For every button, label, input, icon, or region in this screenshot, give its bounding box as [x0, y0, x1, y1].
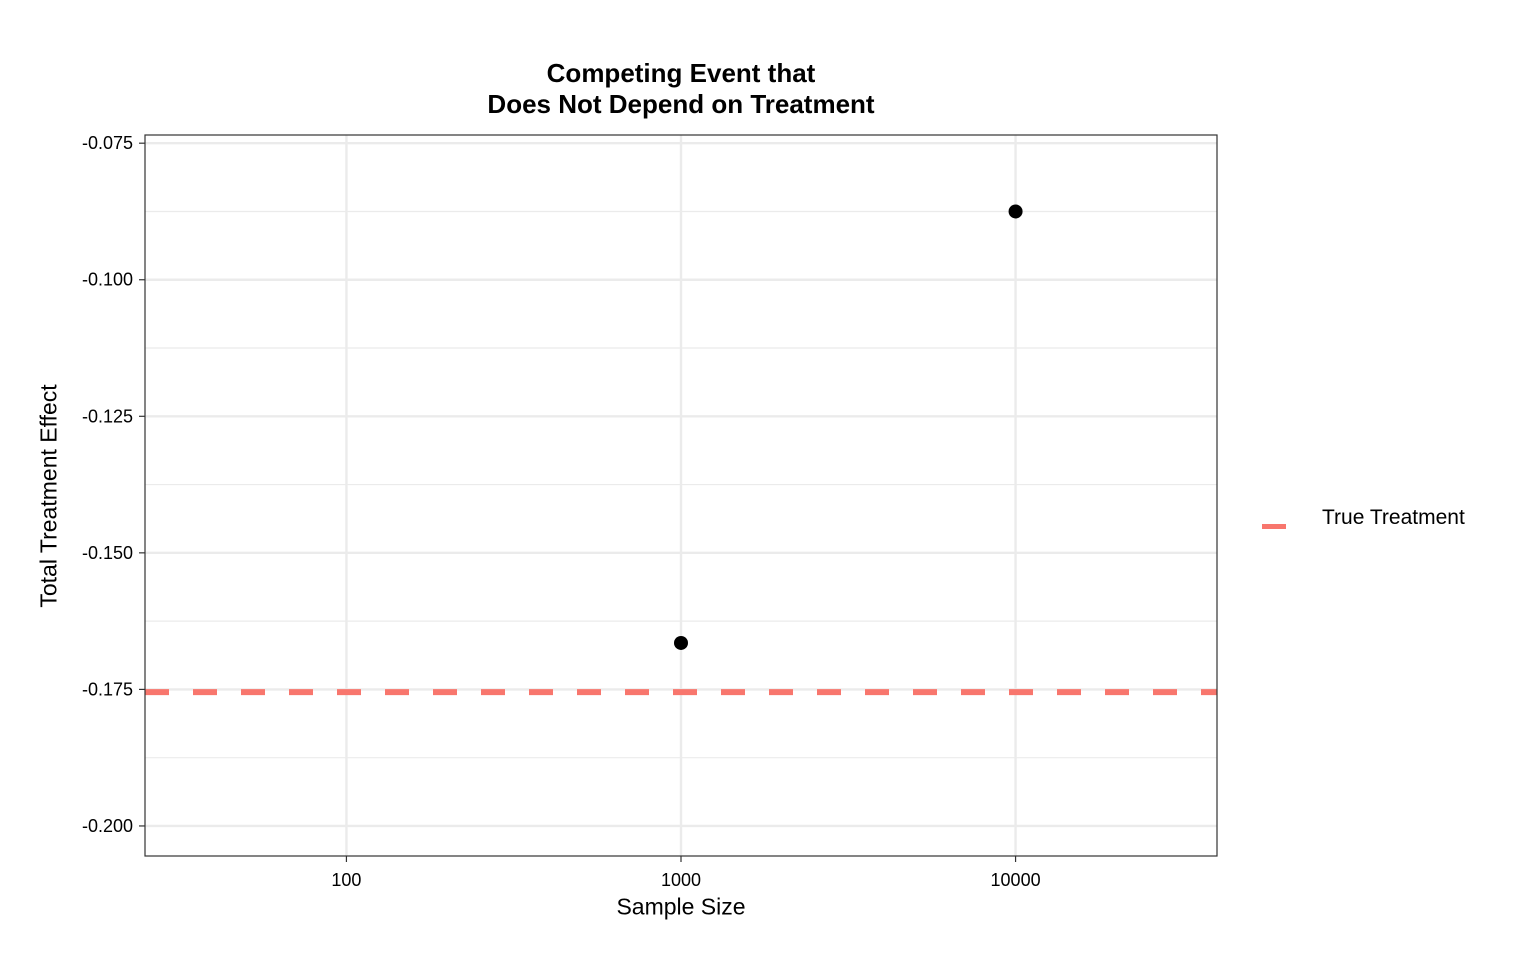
y-axis-ticks: -0.200 -0.175 -0.150 -0.125 -0.100 -0.075: [82, 133, 145, 836]
legend-key-dashed-line: [1262, 516, 1290, 529]
y-tick-label: -0.100: [82, 270, 133, 290]
major-gridlines-x: [345, 135, 1017, 856]
y-tick-label: -0.075: [82, 133, 133, 153]
chart-title-line-1: Competing Event that: [546, 58, 816, 88]
y-tick-label: -0.125: [82, 406, 133, 426]
data-point: [674, 635, 688, 650]
data-point: [1008, 204, 1023, 219]
x-tick-label: 10000: [991, 870, 1041, 890]
y-tick-label: -0.200: [82, 816, 133, 836]
y-axis-label: Total Treatment Effect: [35, 384, 62, 608]
data-points: [674, 204, 1023, 650]
y-tick-label: -0.175: [82, 679, 133, 699]
chart-title-line-2: Does Not Depend on Treatment: [487, 89, 875, 119]
y-tick-label: -0.150: [82, 543, 133, 563]
x-tick-label: 100: [331, 870, 361, 890]
x-axis-label: Sample Size: [616, 893, 746, 920]
legend-key-svg: [1262, 523, 1290, 529]
x-tick-label: 1000: [661, 870, 701, 890]
legend: True Treatment: [1262, 503, 1465, 533]
legend-label: True Treatment: [1322, 506, 1465, 529]
x-axis-ticks: 100 1000 10000: [331, 856, 1041, 890]
